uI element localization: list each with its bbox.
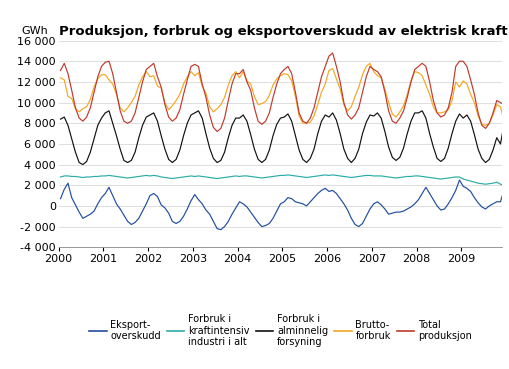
Text: Produksjon, forbruk og eksportoverskudd av elektrisk kraft per måned. GWh: Produksjon, forbruk og eksportoverskudd … — [59, 24, 509, 38]
Text: GWh: GWh — [21, 27, 48, 37]
Legend: Eksport-
overskudd, Forbruk i
kraftintensiv
industri i alt, Forbruk i
alminnelig: Eksport- overskudd, Forbruk i kraftinten… — [89, 314, 471, 347]
